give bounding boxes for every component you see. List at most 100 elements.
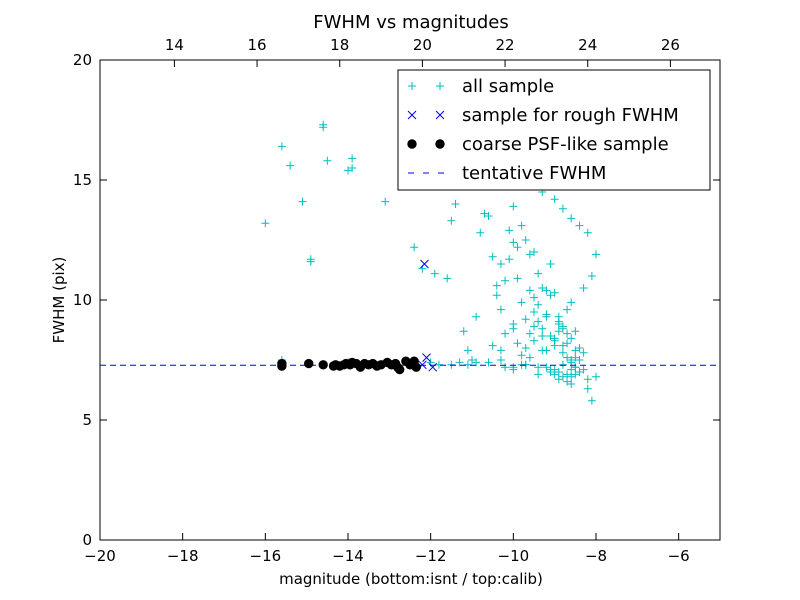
- all-sample-point: [521, 236, 530, 244]
- all-sample-point: [480, 209, 489, 218]
- coarse-psf-point: [277, 361, 287, 371]
- all-sample-point: [554, 327, 563, 336]
- all-sample-point: [575, 221, 584, 230]
- all-sample-point: [554, 312, 563, 321]
- coarse-psf-point: [359, 358, 370, 369]
- all-sample-point: [306, 255, 315, 264]
- axes: −20 −18 −16 −14 −12 −10 −8 −6 14 16 18 20 22 24 26 0 5 10…: [73, 36, 721, 565]
- all-sample-point: [558, 341, 567, 350]
- all-sample-point: [459, 327, 468, 336]
- all-sample-point: [509, 363, 518, 372]
- all-sample-point: [546, 260, 555, 268]
- all-sample-point: [348, 164, 357, 172]
- all-sample-point: [323, 156, 332, 165]
- top-x-tick-label: 14: [165, 36, 184, 54]
- all-sample-point: [455, 358, 464, 367]
- all-sample-point: [542, 363, 551, 372]
- all-sample-point: [484, 358, 493, 367]
- all-sample-point: [550, 195, 559, 204]
- all-sample-point: [534, 269, 543, 278]
- all-sample-point: [546, 291, 555, 300]
- all-sample-point: [558, 204, 567, 213]
- all-sample-point: [583, 375, 592, 384]
- all-sample-point: [538, 332, 547, 340]
- all-sample-point: [554, 368, 563, 376]
- all-sample-point: [571, 327, 580, 336]
- all-sample-point: [579, 284, 588, 292]
- top-x-tick-label: 16: [248, 36, 267, 54]
- all-sample-point: [525, 250, 534, 259]
- all-sample-point: [505, 226, 514, 235]
- all-sample-point: [476, 228, 485, 237]
- all-sample-point: [592, 250, 600, 259]
- coarse-psf-point: [304, 358, 314, 369]
- all-sample-point: [513, 274, 522, 283]
- legend-entry: coarse PSF-like sample: [407, 134, 669, 155]
- all-sample-point: [575, 368, 584, 376]
- rough-fwhm-point: [422, 353, 431, 362]
- all-sample-point: [463, 346, 472, 355]
- legend-entry: sample for rough FWHM: [407, 105, 679, 126]
- all-sample-point: [571, 346, 580, 355]
- all-sample-point: [563, 370, 572, 379]
- all-sample-point: [298, 197, 307, 206]
- all-sample-point: [410, 243, 419, 252]
- all-sample-point: [496, 305, 505, 314]
- all-sample-point: [575, 344, 584, 352]
- all-sample-point: [534, 300, 543, 309]
- all-sample-point: [509, 320, 518, 328]
- all-sample-point: [550, 334, 559, 343]
- all-sample-point: [550, 288, 559, 297]
- legend-entry: all sample: [408, 76, 554, 97]
- coarse-psf-point: [394, 364, 405, 375]
- all-sample-point: [563, 339, 572, 348]
- all-sample-point: [530, 308, 538, 316]
- all-sample-point: [443, 274, 452, 283]
- all-sample-point: [525, 353, 534, 362]
- all-sample-point: [571, 363, 580, 372]
- all-sample-point: [575, 356, 584, 364]
- all-sample-point: [534, 317, 543, 326]
- legend-box: [397, 69, 711, 191]
- coarse-psf-point: [318, 360, 328, 370]
- x-tick-label: −16: [250, 547, 282, 565]
- all-sample-point: [319, 123, 328, 132]
- all-sample-point: [521, 315, 530, 324]
- all-sample-point: [472, 312, 481, 321]
- legend-label: all sample: [462, 76, 554, 97]
- all-sample-point: [501, 329, 510, 338]
- all-sample-point: [530, 322, 538, 331]
- legend-label: sample for rough FWHM: [462, 105, 679, 126]
- all-sample-point: [509, 238, 518, 247]
- y-tick-label: 15: [73, 171, 92, 189]
- legend-entry: tentative FWHM: [408, 163, 606, 184]
- top-x-tick-label: 24: [578, 36, 597, 54]
- all-sample-point: [513, 339, 522, 348]
- all-sample-point: [381, 197, 390, 206]
- all-sample-point: [348, 154, 357, 163]
- all-sample-point: [571, 370, 580, 379]
- all-sample-point: [563, 329, 572, 338]
- top-x-tick-label: 22: [496, 36, 515, 54]
- all-sample-point: [567, 334, 576, 343]
- all-sample-point: [538, 284, 547, 292]
- all-sample-point: [492, 281, 501, 290]
- all-sample-point: [492, 291, 501, 300]
- x-tick-label: −14: [332, 547, 364, 565]
- rough-fwhm-point: [420, 259, 429, 269]
- all-sample-point: [521, 344, 530, 352]
- legend-marker: [408, 82, 416, 90]
- all-sample-point: [534, 370, 543, 379]
- all-sample-point: [525, 329, 534, 338]
- all-sample-point: [501, 276, 510, 285]
- all-sample-point: [563, 377, 572, 386]
- all-sample-point: [567, 372, 576, 381]
- all-sample-point: [484, 212, 493, 220]
- plot-area: [100, 120, 720, 405]
- plot-marks: [100, 120, 720, 405]
- x-tick-label: −18: [167, 547, 199, 565]
- coarse-psf-point: [345, 360, 355, 370]
- x-tick-label: −6: [668, 547, 690, 565]
